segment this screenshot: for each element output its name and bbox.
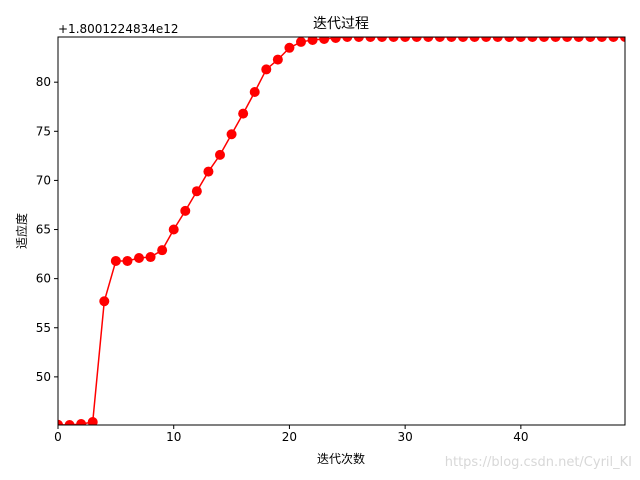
marker — [550, 37, 561, 42]
y-tick-label: 55 — [36, 321, 51, 335]
y-tick-label: 70 — [36, 173, 51, 187]
marker — [87, 417, 98, 425]
marker — [191, 186, 202, 197]
marker — [330, 37, 341, 43]
y-tick-label: 80 — [36, 75, 51, 89]
x-tick-label: 0 — [54, 430, 62, 444]
marker — [388, 37, 399, 42]
marker — [203, 166, 214, 177]
marker — [573, 37, 584, 42]
marker — [261, 64, 272, 75]
marker — [400, 37, 411, 42]
marker — [319, 37, 330, 44]
marker — [180, 205, 191, 216]
marker — [469, 37, 480, 42]
offset-text: +1.8001224834e12 — [58, 22, 179, 36]
marker — [608, 37, 619, 42]
marker — [64, 420, 75, 425]
axes-frame — [57, 36, 626, 426]
y-tick-label: 60 — [36, 272, 51, 286]
y-tick-label: 50 — [36, 370, 51, 384]
marker — [272, 54, 283, 65]
marker — [596, 37, 607, 42]
marker — [365, 37, 376, 42]
marker — [458, 37, 468, 42]
marker — [353, 37, 364, 42]
marker — [504, 37, 515, 42]
marker — [515, 37, 526, 42]
marker — [249, 87, 260, 98]
marker — [58, 419, 63, 425]
marker — [527, 37, 538, 42]
y-tick-label: 65 — [36, 223, 51, 237]
marker — [492, 37, 503, 42]
line — [58, 37, 625, 425]
marker — [215, 149, 225, 160]
marker — [134, 253, 144, 264]
chart-title: 迭代过程 — [313, 16, 369, 32]
marker — [342, 37, 353, 42]
marker — [110, 255, 121, 266]
marker — [168, 224, 179, 235]
marker — [284, 42, 295, 53]
marker — [226, 129, 237, 140]
marker — [238, 108, 249, 119]
watermark: https://blog.csdn.net/Cyril_KI — [445, 455, 632, 470]
marker — [145, 252, 156, 263]
marker — [307, 37, 318, 45]
x-tick-label: 30 — [398, 430, 413, 444]
marker — [434, 37, 445, 42]
marker — [446, 37, 457, 42]
plot-area — [58, 37, 625, 425]
marker — [157, 245, 168, 256]
x-tick-label: 40 — [513, 430, 528, 444]
marker — [562, 37, 573, 42]
marker — [620, 37, 625, 42]
marker — [481, 37, 492, 42]
x-axis-label: 迭代次数 — [317, 451, 365, 466]
marker — [411, 37, 422, 42]
y-axis-label: 适应度 — [14, 213, 29, 249]
marker — [539, 37, 549, 42]
marker — [76, 419, 87, 425]
x-tick-label: 10 — [166, 430, 181, 444]
marker — [423, 37, 434, 42]
marker — [585, 37, 596, 42]
y-tick-label: 75 — [36, 124, 51, 138]
marker — [377, 37, 387, 42]
marker — [99, 296, 110, 307]
marker — [296, 37, 306, 47]
marker — [122, 255, 133, 266]
x-tick-label: 20 — [282, 430, 297, 444]
